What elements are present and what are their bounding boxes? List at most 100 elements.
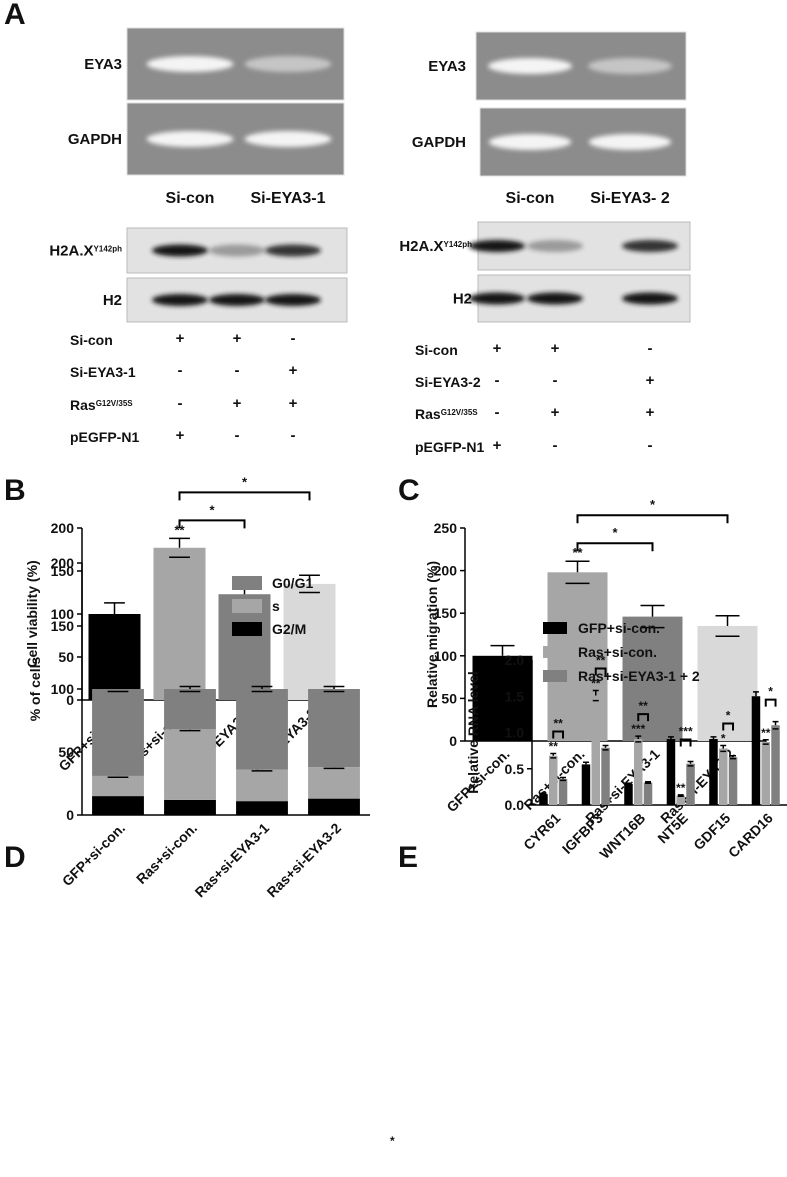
x-tick-label: CARD16 xyxy=(725,810,776,861)
legend-swatch xyxy=(543,622,567,634)
bar xyxy=(751,696,761,805)
bar xyxy=(539,794,548,805)
error-bar xyxy=(583,761,589,768)
condition-mark: - xyxy=(648,340,653,357)
error-bar xyxy=(772,720,779,730)
label: pEGFP-N1 xyxy=(415,439,484,455)
blot-band xyxy=(622,240,678,252)
bar xyxy=(472,655,533,741)
bar xyxy=(676,795,685,805)
blot-band xyxy=(527,240,583,252)
label: H2A.XY142ph xyxy=(399,238,472,255)
error-bar xyxy=(560,776,566,782)
significance-mark: ** xyxy=(572,545,583,560)
legend-label: Ras+si-EYA3-1 + 2 xyxy=(578,668,700,684)
legend-swatch xyxy=(543,670,567,682)
label-superscript: Y142ph xyxy=(94,244,123,253)
x-tick-label: GFP+si-con. xyxy=(59,820,128,889)
bar xyxy=(558,778,568,805)
bar-segment xyxy=(236,689,288,770)
label-main: H2A.X xyxy=(49,243,93,260)
label-main: Si-EYA3-2 xyxy=(415,374,481,390)
significance-mark: *** xyxy=(631,722,645,736)
gel-band xyxy=(146,56,234,72)
gel-band xyxy=(146,131,234,147)
condition-mark: + xyxy=(289,395,298,412)
y-tick-label: 100 xyxy=(51,681,75,697)
label-main: H2A.X xyxy=(399,238,443,255)
significance-mark: ** xyxy=(676,781,686,795)
error-bar xyxy=(677,794,684,798)
gel-band xyxy=(244,131,332,147)
legend-swatch xyxy=(232,576,262,590)
condition-mark: - xyxy=(235,427,240,444)
gel-band xyxy=(588,58,672,74)
significance-mark: ** xyxy=(596,653,606,667)
condition-mark: + xyxy=(493,340,502,357)
error-bar xyxy=(179,685,201,693)
y-tick-label: 250 xyxy=(434,520,458,536)
blot-band xyxy=(152,294,208,306)
error-bar xyxy=(625,782,632,786)
error-bar xyxy=(490,644,515,667)
condition-mark: - xyxy=(235,362,240,379)
label-superscript: Y142ph xyxy=(444,240,473,249)
error-bar xyxy=(299,574,320,594)
gel-band xyxy=(488,134,572,150)
bar-segment xyxy=(308,798,360,815)
legend-swatch xyxy=(543,646,567,658)
bar-segment xyxy=(164,689,216,730)
significance-bracket xyxy=(679,738,692,747)
condition-mark: + xyxy=(646,404,655,421)
significance-bracket xyxy=(594,667,607,676)
error-bar xyxy=(540,792,547,796)
condition-mark: + xyxy=(551,340,560,357)
label-main: Si-con xyxy=(415,342,458,358)
blot-band xyxy=(209,244,265,257)
error-bar xyxy=(104,602,125,626)
significance-bracket xyxy=(552,730,565,739)
error-bar xyxy=(753,691,759,702)
gel-row-label: EYA3 xyxy=(428,58,466,75)
label-main: H2 xyxy=(453,291,472,308)
y-tick-label: 1.5 xyxy=(505,688,525,704)
error-bar xyxy=(323,685,345,693)
significance-bracket xyxy=(178,491,311,501)
condition-mark: + xyxy=(233,330,242,347)
blot-band xyxy=(265,244,321,257)
label: H2 xyxy=(103,292,122,309)
label-main: H2 xyxy=(103,292,122,309)
label-main: Ras xyxy=(70,397,96,413)
panel-letter: B xyxy=(4,474,26,507)
y-tick-label: 0.0 xyxy=(505,797,525,813)
y-tick-label: 50 xyxy=(441,690,457,706)
bar xyxy=(283,583,336,700)
gel-lane-label: Si-con xyxy=(506,190,555,207)
bar-segment xyxy=(308,689,360,768)
bar xyxy=(719,748,728,805)
condition-mark: - xyxy=(553,437,558,454)
error-bar xyxy=(602,744,609,751)
bar xyxy=(771,725,780,805)
x-tick-label: Ras+si-EYA3-2 xyxy=(264,820,345,901)
label: Si-con xyxy=(415,342,458,358)
significance-bracket xyxy=(576,542,654,552)
legend-label: G2/M xyxy=(272,621,306,637)
error-bar xyxy=(730,754,736,760)
condition-mark: - xyxy=(178,395,183,412)
y-axis-label: Cell viability (%) xyxy=(24,560,40,667)
bar-segment xyxy=(164,799,216,815)
error-bar xyxy=(107,685,129,693)
y-axis-label: Relative migration (%) xyxy=(424,561,440,708)
x-tick-label: CYR61 xyxy=(520,810,563,853)
bar xyxy=(666,739,676,805)
error-bar xyxy=(720,744,727,753)
significance-bracket xyxy=(764,698,777,707)
error-bar xyxy=(169,537,190,558)
gel-row-label: GAPDH xyxy=(68,131,122,148)
condition-mark: + xyxy=(289,362,298,379)
panel-letter: D xyxy=(4,841,26,874)
condition-mark: - xyxy=(553,372,558,389)
legend-label: s xyxy=(272,598,280,614)
bar xyxy=(709,739,718,805)
